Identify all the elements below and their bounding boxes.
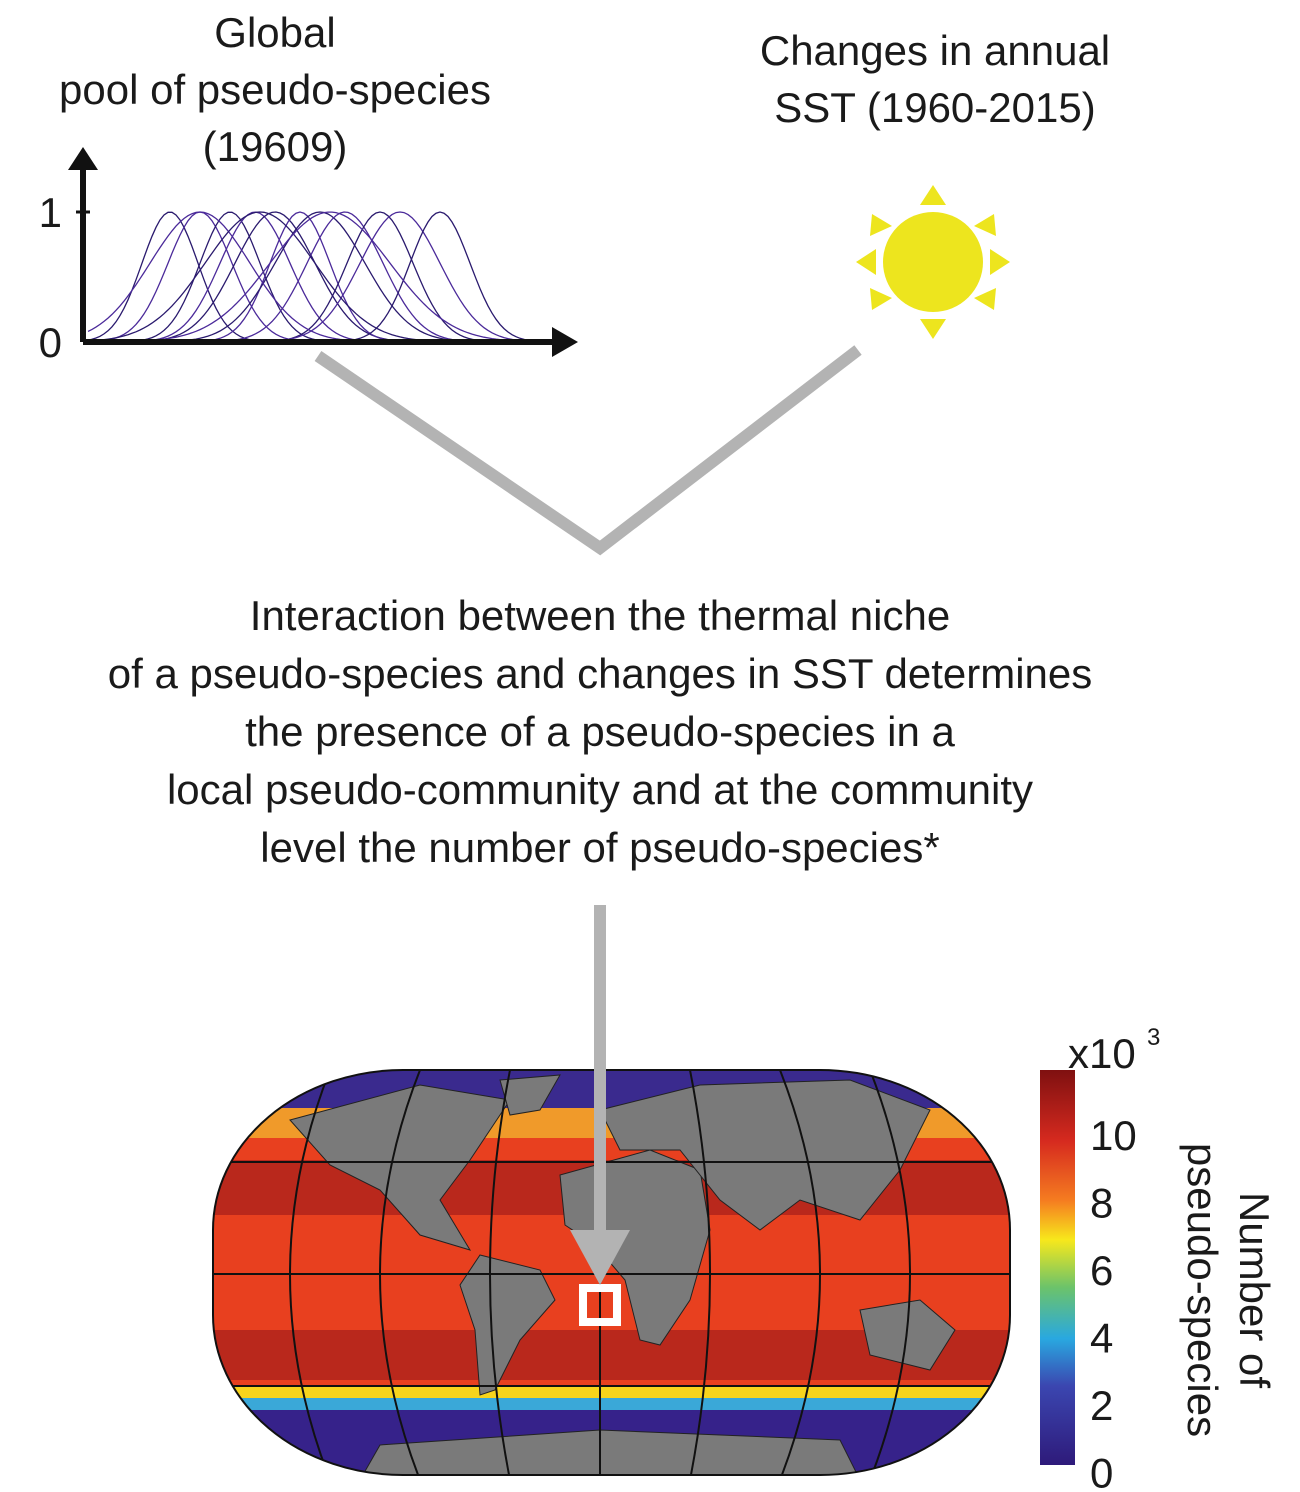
axis-label: 0 xyxy=(39,319,62,366)
middle-line: local pseudo-community and at the commun… xyxy=(167,766,1033,813)
highlight-box xyxy=(579,1284,621,1326)
colorbar-tick: 0 xyxy=(1090,1450,1113,1492)
niche-curve xyxy=(88,211,552,343)
colorbar-label: pseudo-species xyxy=(1179,1143,1226,1437)
middle-line: of a pseudo-species and changes in SST d… xyxy=(108,650,1093,697)
sun xyxy=(856,185,1010,339)
niche-curve xyxy=(88,211,552,343)
y-arrow xyxy=(68,147,98,170)
niche-curve xyxy=(88,211,553,343)
middle-line: Interaction between the thermal niche xyxy=(250,592,950,639)
left-title: (19609) xyxy=(203,123,348,170)
middle-line: the presence of a pseudo-species in a xyxy=(245,708,955,755)
niche-curve xyxy=(87,211,552,343)
colorbar-tick: 4 xyxy=(1090,1315,1113,1362)
arrow-head xyxy=(570,1230,630,1285)
axis-label: 1 xyxy=(39,189,62,236)
right-title: SST (1960-2015) xyxy=(774,84,1095,131)
niche-curve xyxy=(87,211,552,343)
colorbar-label: Number of xyxy=(1231,1192,1278,1388)
niche-curve xyxy=(88,211,552,343)
colorbar-ticks: 10 8 6 4 2 0 xyxy=(1090,1112,1137,1492)
map-border xyxy=(212,1069,1011,1476)
middle-text: Interaction between the thermal niche of … xyxy=(108,592,1093,871)
colorbar-tick: 10 xyxy=(1090,1112,1137,1159)
niche-curves xyxy=(87,211,553,343)
niche-curve xyxy=(88,211,552,343)
colorbar-tick: 6 xyxy=(1090,1247,1113,1294)
left-title: Global xyxy=(214,9,335,56)
left-title: pool of pseudo-species xyxy=(59,66,491,113)
connector xyxy=(314,345,862,556)
right-title: Changes in annual xyxy=(760,27,1110,74)
colorbar-multiplier: x10 xyxy=(1068,1030,1136,1077)
niche-curve xyxy=(88,211,552,343)
niche-curve xyxy=(88,211,552,343)
colorbar xyxy=(1040,1070,1075,1465)
x-arrow xyxy=(552,327,578,357)
niche-curve xyxy=(87,211,552,343)
niche-curve xyxy=(88,211,552,343)
map xyxy=(213,1070,1010,1475)
left-panel: Global pool of pseudo-species (19609) 1 0 xyxy=(39,9,491,366)
niche-curve xyxy=(88,211,552,343)
niche-curve xyxy=(88,211,553,343)
colorbar-tick: 8 xyxy=(1090,1180,1113,1227)
middle-line: level the number of pseudo-species* xyxy=(260,824,939,871)
colorbar-tick: 2 xyxy=(1090,1382,1113,1429)
colorbar-exponent: 3 xyxy=(1147,1024,1160,1051)
niche-curve xyxy=(87,211,552,343)
